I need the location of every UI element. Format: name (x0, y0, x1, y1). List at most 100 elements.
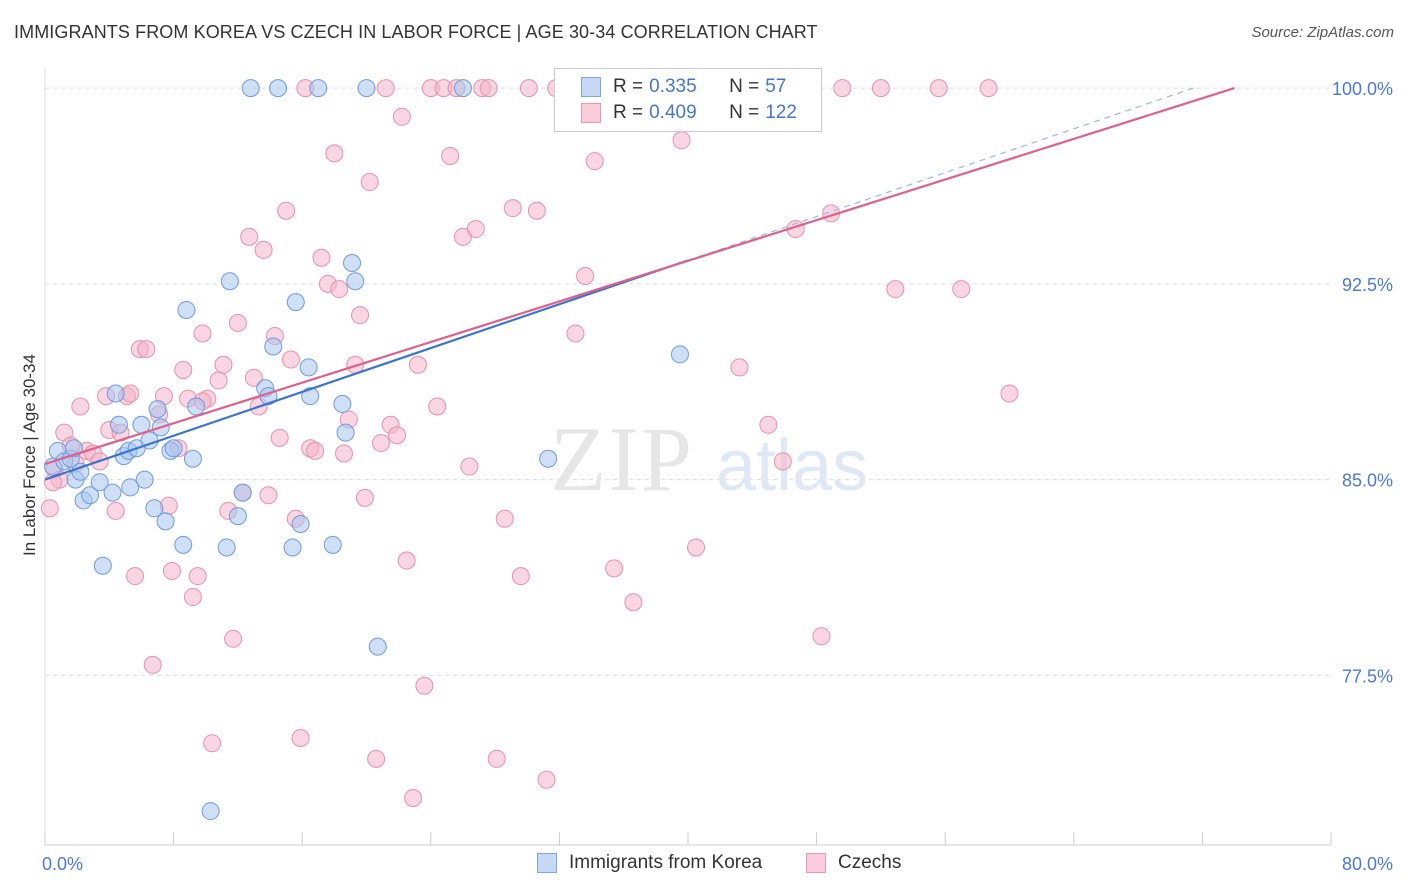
czech-point (979, 79, 998, 98)
czech-point (687, 538, 706, 557)
korea-point (177, 300, 196, 319)
czech-point (270, 428, 289, 447)
czech-point (952, 280, 971, 299)
czech-point (871, 79, 890, 98)
korea-point (164, 439, 183, 458)
bottom-legend-korea: Immigrants from Korea (537, 852, 762, 874)
korea-point (121, 478, 140, 497)
korea-point (286, 293, 305, 312)
czech-point (306, 441, 325, 460)
czech-point (330, 280, 349, 299)
czech-point (325, 144, 344, 163)
czech-point (672, 131, 691, 150)
korea-point (357, 79, 376, 98)
korea-point (81, 486, 100, 505)
czech-point (527, 201, 546, 220)
czech-point (487, 749, 506, 768)
legend-r-label-czech: R = (613, 102, 644, 123)
korea-point (283, 538, 302, 557)
korea-point (109, 415, 128, 434)
korea-point (93, 556, 112, 575)
czech-point (404, 789, 423, 808)
legend-r-value-korea: 0.335 (649, 76, 697, 97)
legend-n-label-czech: N = (729, 102, 760, 123)
czech-point (408, 355, 427, 374)
y-tick-label: 92.5% (1342, 275, 1393, 295)
korea-point (301, 387, 320, 406)
korea-point (106, 384, 125, 403)
czech-point (188, 567, 207, 586)
korea-point (269, 79, 288, 98)
korea-point (309, 79, 328, 98)
czech-point (537, 770, 556, 789)
czech-point (460, 457, 479, 476)
x-tick-label: 0.0% (42, 854, 83, 874)
czech-point (277, 201, 296, 220)
legend-swatch-czech (581, 103, 601, 123)
czech-point (126, 567, 145, 586)
czech-point (71, 397, 90, 416)
korea-point (174, 535, 193, 554)
czech-point (228, 314, 247, 332)
czech-point (40, 499, 59, 518)
korea-point (71, 462, 90, 481)
x-tick-label: 80.0% (1342, 854, 1393, 874)
czech-point (730, 358, 749, 377)
czech-point (886, 280, 905, 299)
czech-point (585, 152, 604, 171)
korea-point (156, 512, 175, 531)
watermark-atlas: atlas (716, 426, 868, 506)
watermark-zip: ZIP (550, 408, 694, 510)
czech-point (388, 426, 407, 445)
czech-trend-line (44, 87, 1235, 465)
bottom-legend-swatch-korea (537, 853, 557, 873)
czech-point (312, 248, 331, 267)
czech-point (495, 509, 514, 528)
czech-point (929, 79, 948, 98)
korea-point (187, 397, 206, 416)
czech-point (511, 567, 530, 586)
czech-point (183, 588, 202, 607)
korea-point (264, 337, 283, 356)
czech-point (624, 593, 643, 612)
y-tick-label: 85.0% (1342, 471, 1393, 491)
korea-point (103, 483, 122, 502)
czech-point (193, 324, 212, 343)
czech-point (503, 199, 522, 218)
korea-point (453, 79, 472, 98)
czech-points (40, 79, 1019, 808)
y-tick-label: 77.5% (1342, 666, 1393, 686)
czech-point (376, 79, 395, 98)
korea-point (217, 538, 236, 557)
czech-point (351, 306, 370, 325)
czech-point (812, 627, 831, 646)
korea-point (220, 272, 239, 291)
czech-point (773, 452, 792, 471)
czech-point (281, 350, 300, 369)
korea-point (670, 345, 689, 364)
czech-point (174, 360, 193, 379)
czech-point (428, 397, 447, 416)
czech-point (479, 79, 498, 98)
korea-point (368, 637, 387, 656)
korea-point (183, 449, 202, 468)
korea-point (323, 535, 342, 554)
trend-layer (44, 87, 1235, 481)
stats-legend: R = 0.335 N = 57 R = 0.409 N = 122 (554, 68, 822, 132)
korea-point (148, 400, 167, 419)
czech-point (833, 79, 852, 98)
korea-points (44, 79, 689, 821)
czech-point (566, 324, 585, 343)
bottom-legend-label-czech: Czechs (838, 852, 902, 873)
czech-point (397, 551, 416, 570)
korea-point (145, 499, 164, 518)
korea-point (291, 514, 310, 533)
legend-n-value-czech: 122 (765, 102, 797, 123)
legend-row-korea: R = 0.335 N = 57 (555, 75, 805, 99)
y-axis-label: In Labor Force | Age 30-34 (20, 354, 39, 556)
korea-point (135, 470, 154, 489)
y-tick-label: 100.0% (1332, 79, 1393, 99)
korea-point (233, 483, 252, 502)
korea-point (228, 507, 247, 526)
legend-n-value-korea: 57 (765, 76, 787, 97)
